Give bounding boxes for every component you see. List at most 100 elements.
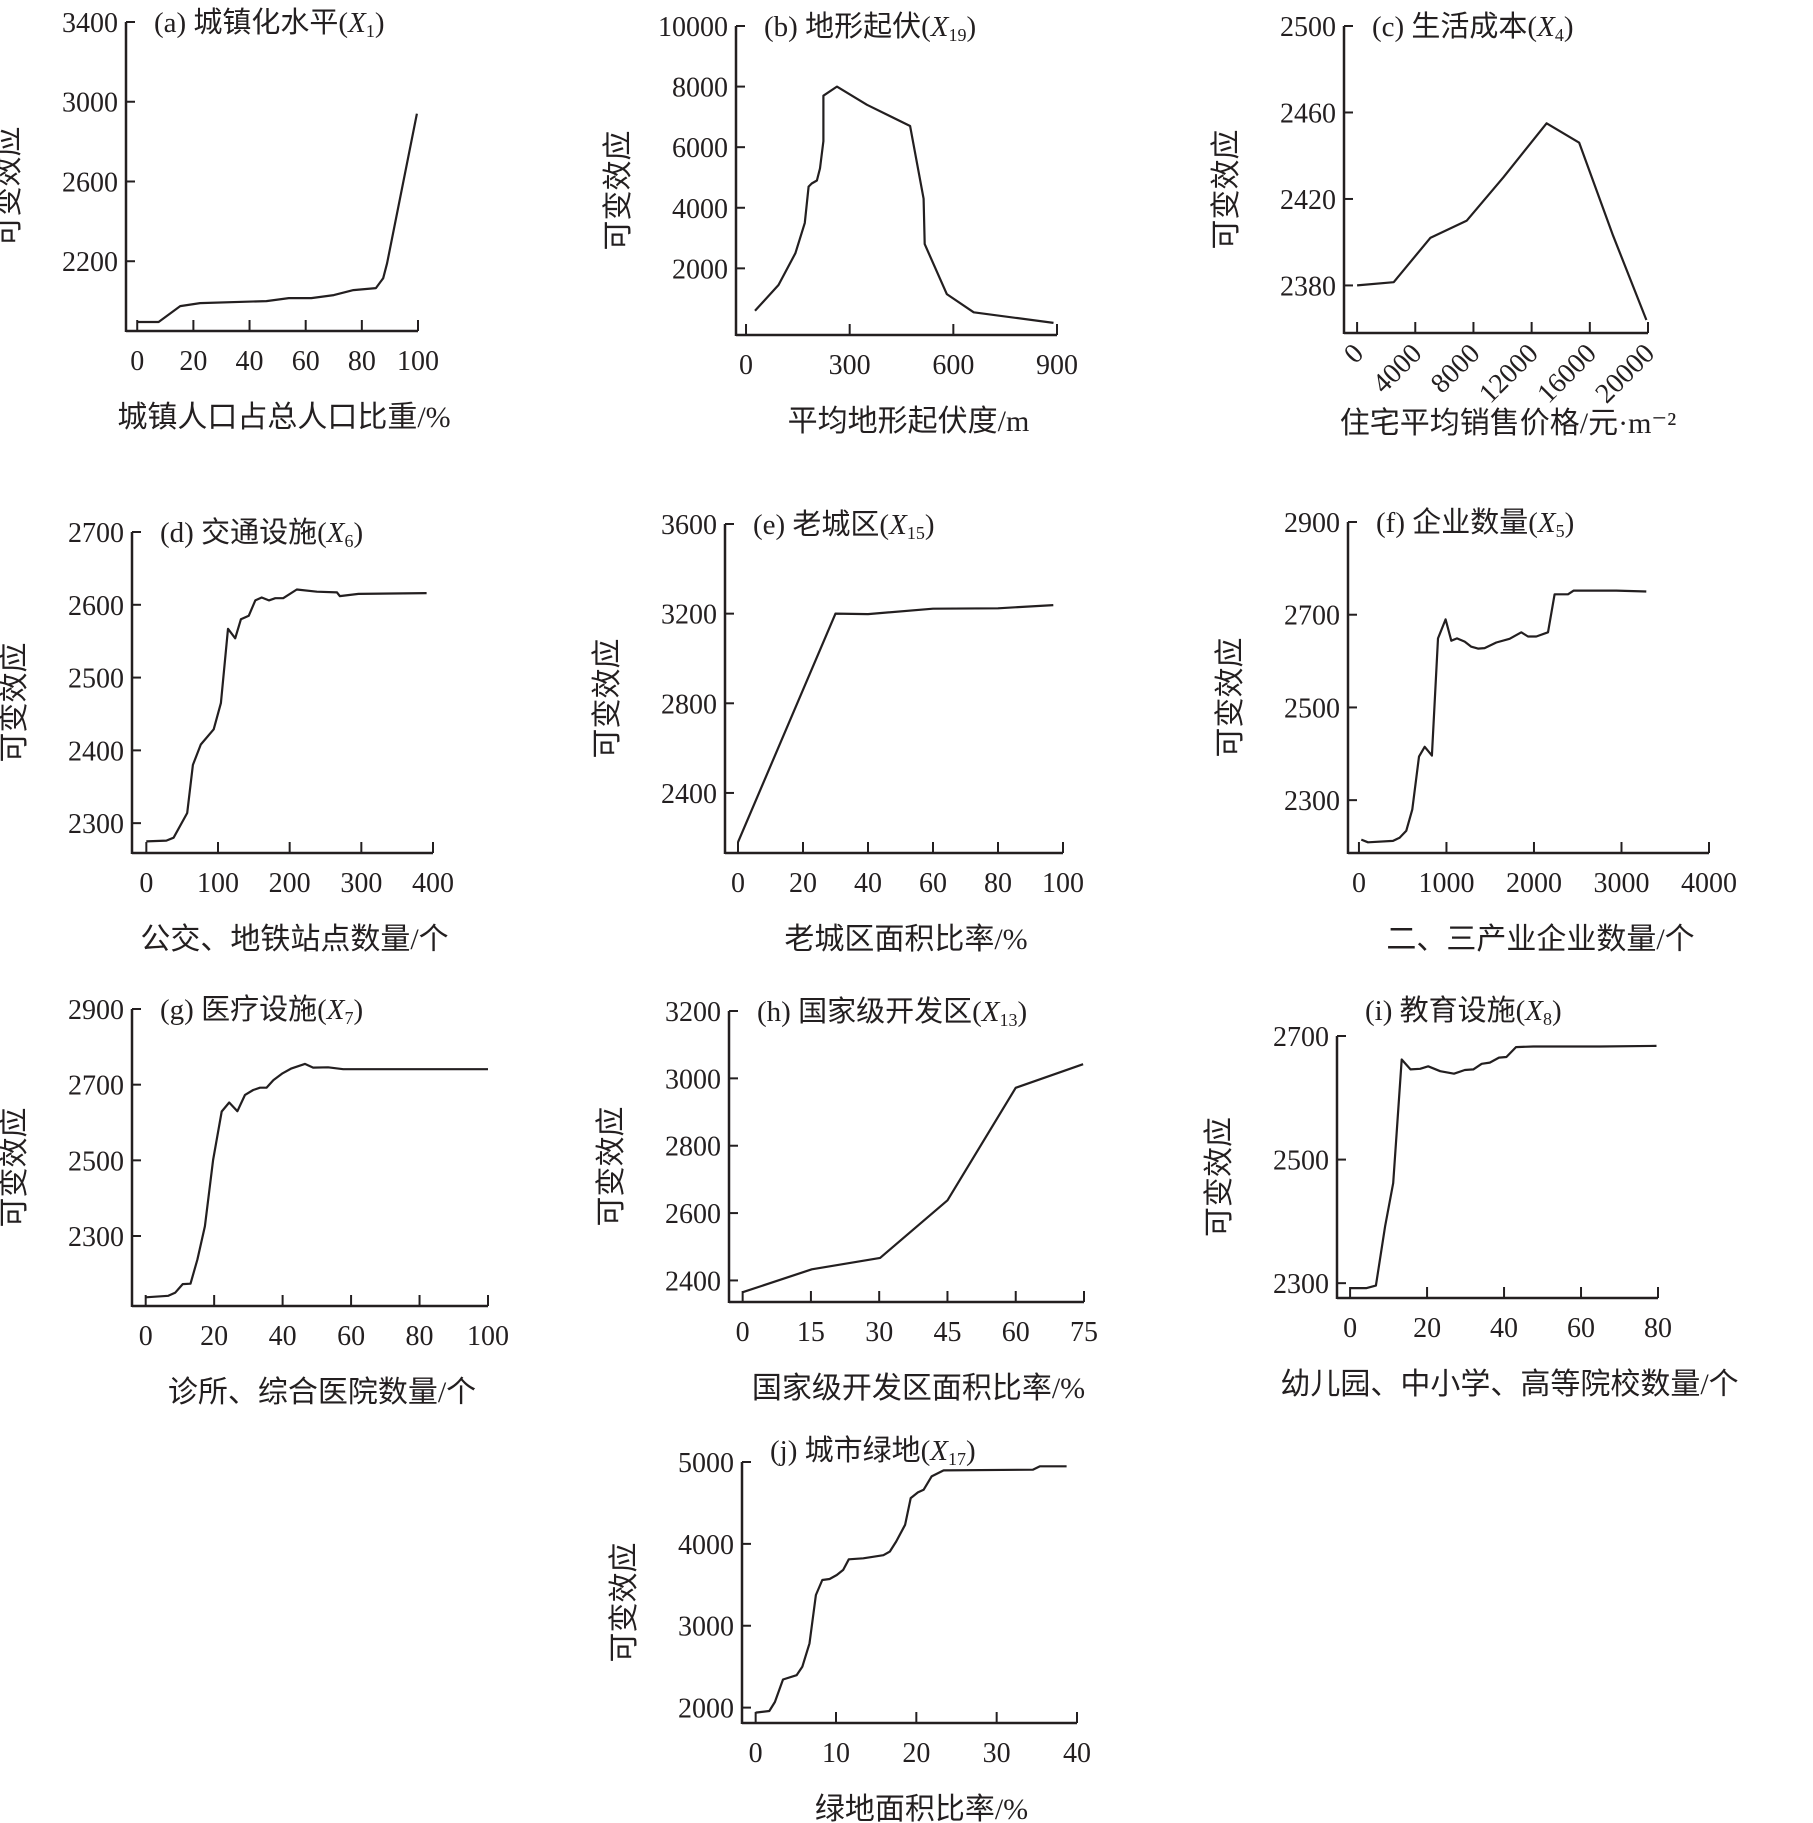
x-axis-label: 二、三产业企业数量/个 bbox=[1386, 923, 1694, 956]
x-tick-label: 60 bbox=[919, 868, 947, 899]
x-tick-label: 100 bbox=[467, 1321, 509, 1352]
x-tick-label: 0 bbox=[731, 868, 745, 899]
y-tick-label: 2900 bbox=[1284, 508, 1340, 539]
x-tick-label: 10 bbox=[822, 1738, 850, 1769]
title-text: (c) 生活成本( bbox=[1372, 10, 1537, 43]
panel-f: 2300 2500 2700 2900 0 1000 2000 3000 4000 (f) 企业数… bbox=[1214, 506, 1737, 956]
series-line bbox=[755, 1465, 1067, 1714]
title-text: (d) 交通设施( bbox=[160, 516, 327, 549]
x-tick-label: 40 bbox=[1063, 1738, 1091, 1769]
x-tick-label: 3000 bbox=[1593, 868, 1649, 899]
y-tick-label: 2000 bbox=[672, 254, 728, 285]
title-variable: X bbox=[929, 1435, 949, 1467]
y-tick-label: 2500 bbox=[1273, 1146, 1329, 1177]
series-line bbox=[736, 604, 1054, 843]
title-subscript: 13 bbox=[999, 1010, 1017, 1030]
y-tick-label: 2600 bbox=[62, 167, 118, 198]
panel-title: (c) 生活成本(X4) bbox=[1372, 10, 1573, 45]
title-text: (g) 医疗设施( bbox=[160, 993, 327, 1026]
title-variable: X bbox=[326, 994, 346, 1026]
y-tick-label: 2500 bbox=[1280, 12, 1336, 43]
title-variable: X bbox=[1524, 995, 1544, 1027]
y-tick-label: 3000 bbox=[665, 1064, 721, 1095]
x-tick-label: 40 bbox=[854, 868, 882, 899]
y-tick-label: 2400 bbox=[661, 779, 717, 810]
x-axis-label: 平均地形起伏度/m bbox=[788, 405, 1030, 438]
y-tick-label: 2700 bbox=[1284, 601, 1340, 632]
y-tick-label: 3000 bbox=[678, 1612, 734, 1643]
panel-h: 2400 2600 2800 3000 3200 0 15 30 45 60 75 (h) 国家级开发… bbox=[595, 995, 1098, 1405]
x-tick-label: 45 bbox=[933, 1317, 961, 1348]
y-tick-label: 2700 bbox=[1273, 1022, 1329, 1053]
title-subscript: 4 bbox=[1555, 25, 1564, 45]
x-tick-label: 80 bbox=[984, 868, 1012, 899]
panel-title: (b) 地形起伏(X19) bbox=[764, 10, 976, 45]
y-axis-label: 可变效应 bbox=[608, 1543, 641, 1663]
x-tick-label: 80 bbox=[348, 346, 376, 377]
x-tick-label: 300 bbox=[340, 868, 382, 899]
y-tick-label: 2300 bbox=[1284, 786, 1340, 817]
x-axis-label: 老城区面积比率/% bbox=[784, 923, 1027, 956]
y-tick-label: 2400 bbox=[665, 1266, 721, 1297]
x-tick-label: 12000 bbox=[1473, 338, 1544, 409]
title-text: (j) 城市绿地( bbox=[770, 1434, 930, 1467]
panel-b: 2000 4000 6000 8000 10000 0 300 600 900 (b) 地形起伏(… bbox=[602, 10, 1078, 438]
panel-title: (j) 城市绿地(X17) bbox=[770, 1434, 976, 1469]
x-axis-label: 诊所、综合医院数量/个 bbox=[168, 1376, 476, 1409]
y-tick-label: 2200 bbox=[62, 247, 118, 278]
title-variable: X bbox=[930, 11, 950, 43]
y-tick-label: 2460 bbox=[1280, 98, 1336, 129]
x-tick-label: 30 bbox=[983, 1738, 1011, 1769]
x-tick-label: 300 bbox=[829, 350, 871, 381]
x-tick-label: 40 bbox=[236, 346, 264, 377]
x-tick-label: 600 bbox=[932, 350, 974, 381]
x-tick-label: 0 bbox=[139, 868, 153, 899]
x-tick-label: 20 bbox=[789, 868, 817, 899]
x-tick-label: 0 bbox=[1338, 338, 1370, 370]
series-line bbox=[146, 588, 427, 843]
y-tick-label: 4000 bbox=[672, 194, 728, 225]
x-tick-label: 15 bbox=[797, 1317, 825, 1348]
panel-title: (i) 教育设施(X8) bbox=[1365, 994, 1562, 1029]
series-line bbox=[1360, 589, 1647, 844]
y-tick-label: 8000 bbox=[672, 73, 728, 104]
x-tick-label: 20 bbox=[1413, 1313, 1441, 1344]
title-paren: ) bbox=[1552, 995, 1562, 1027]
series-line bbox=[754, 85, 1054, 324]
title-paren: ) bbox=[353, 517, 363, 549]
x-tick-label: 20 bbox=[179, 346, 207, 377]
x-tick-label: 80 bbox=[1644, 1313, 1672, 1344]
y-tick-label: 2300 bbox=[68, 809, 124, 840]
series-line bbox=[145, 1062, 488, 1299]
x-tick-label: 60 bbox=[1567, 1313, 1595, 1344]
title-paren: ) bbox=[925, 509, 935, 541]
title-subscript: 1 bbox=[366, 21, 375, 41]
title-variable: X bbox=[326, 517, 346, 549]
y-tick-label: 2300 bbox=[68, 1222, 124, 1253]
y-tick-label: 3000 bbox=[62, 88, 118, 119]
title-variable: X bbox=[888, 509, 908, 541]
title-subscript: 8 bbox=[1543, 1009, 1552, 1029]
y-axis-label: 可变效应 bbox=[0, 127, 25, 247]
title-variable: X bbox=[1537, 507, 1557, 539]
title-text: (b) 地形起伏( bbox=[764, 10, 931, 43]
x-tick-label: 100 bbox=[197, 868, 239, 899]
y-axis-label: 可变效应 bbox=[1203, 1117, 1236, 1237]
title-text: (h) 国家级开发区( bbox=[757, 995, 982, 1028]
y-tick-label: 2000 bbox=[678, 1694, 734, 1725]
x-tick-label: 20000 bbox=[1590, 338, 1661, 409]
y-tick-label: 2500 bbox=[1284, 693, 1340, 724]
x-tick-label: 4000 bbox=[1681, 868, 1737, 899]
y-tick-label: 2500 bbox=[68, 664, 124, 695]
y-tick-label: 2800 bbox=[665, 1132, 721, 1163]
panel-j: 2000 3000 4000 5000 0 10 20 30 40 (j) 城市绿地(X17) 可变… bbox=[608, 1434, 1091, 1823]
y-tick-label: 3200 bbox=[661, 600, 717, 631]
title-subscript: 5 bbox=[1556, 521, 1565, 541]
x-tick-label: 0 bbox=[1352, 868, 1366, 899]
title-paren: ) bbox=[1017, 996, 1027, 1028]
series-line bbox=[1350, 1044, 1657, 1290]
title-paren: ) bbox=[1565, 507, 1575, 539]
panel-title: (a) 城镇化水平(X1) bbox=[154, 6, 384, 41]
title-paren: ) bbox=[375, 7, 385, 39]
panel-g: 2300 2500 2700 2900 0 20 40 60 80 100 (g) 医疗设施(X7)… bbox=[0, 993, 509, 1409]
